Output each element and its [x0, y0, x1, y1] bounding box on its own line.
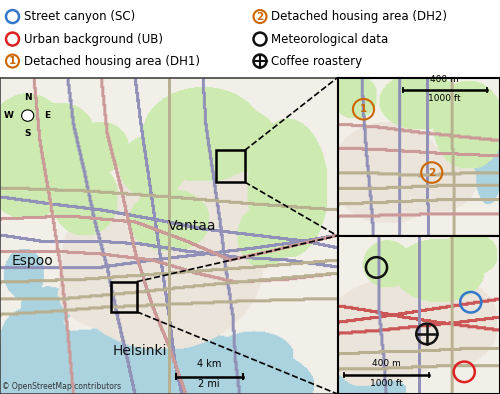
Text: Vantaa: Vantaa	[168, 219, 216, 233]
Text: N: N	[24, 93, 32, 102]
Text: Meteorological data: Meteorological data	[271, 33, 388, 46]
Text: 2: 2	[256, 11, 264, 22]
Text: Street canyon (SC): Street canyon (SC)	[24, 10, 135, 23]
Text: 1: 1	[360, 104, 367, 114]
Text: Helsinki: Helsinki	[113, 344, 168, 358]
Text: Detached housing area (DH1): Detached housing area (DH1)	[24, 54, 200, 67]
Text: 1: 1	[9, 56, 16, 66]
Bar	[216, 151, 244, 182]
Text: 4 km: 4 km	[197, 359, 222, 369]
Text: Espoo: Espoo	[11, 254, 53, 268]
Text: Coffee roastery: Coffee roastery	[271, 54, 362, 67]
Text: S: S	[24, 129, 31, 138]
Text: Detached housing area (DH2): Detached housing area (DH2)	[271, 10, 447, 23]
Text: © OpenStreetMap contributors: © OpenStreetMap contributors	[2, 383, 121, 392]
Text: E: E	[44, 111, 50, 120]
Text: W: W	[4, 111, 14, 120]
Text: 1000 ft: 1000 ft	[428, 93, 461, 102]
Text: 1000 ft: 1000 ft	[370, 379, 402, 388]
Text: 400 m: 400 m	[372, 359, 400, 368]
Bar	[112, 282, 136, 312]
Circle shape	[22, 110, 34, 121]
Text: 400 m: 400 m	[430, 74, 459, 84]
Text: 2: 2	[428, 167, 436, 178]
Text: Urban background (UB): Urban background (UB)	[24, 33, 162, 46]
Text: 2 mi: 2 mi	[198, 379, 220, 389]
